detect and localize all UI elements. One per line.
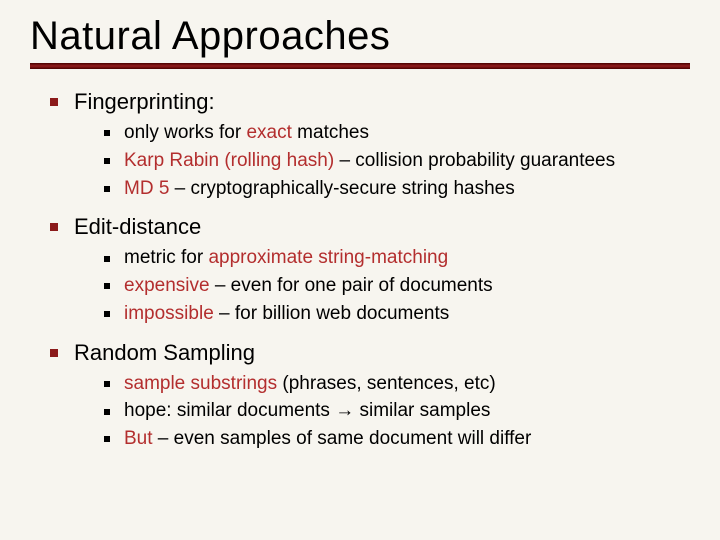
section-heading-text: Random Sampling bbox=[74, 340, 255, 366]
section-heading: Random Sampling bbox=[50, 340, 690, 366]
list-item-text: sample substrings (phrases, sentences, e… bbox=[124, 372, 496, 396]
slide: Natural Approaches Fingerprinting: only … bbox=[0, 0, 720, 540]
section-items: sample substrings (phrases, sentences, e… bbox=[50, 372, 690, 451]
list-item: expensive – even for one pair of documen… bbox=[104, 274, 690, 298]
list-item-text: metric for approximate string-matching bbox=[124, 246, 448, 270]
section-items: metric for approximate string-matching e… bbox=[50, 246, 690, 325]
list-item-text: Karp Rabin (rolling hash) – collision pr… bbox=[124, 149, 615, 173]
list-item-text: But – even samples of same document will… bbox=[124, 427, 531, 451]
square-bullet-icon bbox=[104, 158, 110, 164]
square-bullet-icon bbox=[104, 311, 110, 317]
list-item: sample substrings (phrases, sentences, e… bbox=[104, 372, 690, 396]
square-bullet-icon bbox=[50, 98, 58, 106]
list-item: hope: similar documents → similar sample… bbox=[104, 399, 690, 423]
slide-content: Fingerprinting: only works for exact mat… bbox=[30, 89, 690, 451]
list-item: impossible – for billion web documents bbox=[104, 302, 690, 326]
list-item: metric for approximate string-matching bbox=[104, 246, 690, 270]
square-bullet-icon bbox=[104, 381, 110, 387]
title-rule bbox=[30, 63, 690, 69]
square-bullet-icon bbox=[104, 256, 110, 262]
square-bullet-icon bbox=[50, 223, 58, 231]
square-bullet-icon bbox=[104, 283, 110, 289]
section-heading: Edit-distance bbox=[50, 214, 690, 240]
section-items: only works for exact matches Karp Rabin … bbox=[50, 121, 690, 200]
square-bullet-icon bbox=[104, 130, 110, 136]
list-item-text: only works for exact matches bbox=[124, 121, 369, 145]
list-item-text: expensive – even for one pair of documen… bbox=[124, 274, 493, 298]
list-item-text: MD 5 – cryptographically-secure string h… bbox=[124, 177, 515, 201]
square-bullet-icon bbox=[104, 436, 110, 442]
square-bullet-icon bbox=[104, 186, 110, 192]
list-item: only works for exact matches bbox=[104, 121, 690, 145]
list-item-text: impossible – for billion web documents bbox=[124, 302, 449, 326]
section-heading-text: Edit-distance bbox=[74, 214, 201, 240]
list-item-text: hope: similar documents → similar sample… bbox=[124, 399, 490, 423]
slide-title: Natural Approaches bbox=[30, 14, 690, 59]
section-heading: Fingerprinting: bbox=[50, 89, 690, 115]
square-bullet-icon bbox=[104, 409, 110, 415]
section-heading-text: Fingerprinting: bbox=[74, 89, 215, 115]
list-item: Karp Rabin (rolling hash) – collision pr… bbox=[104, 149, 690, 173]
square-bullet-icon bbox=[50, 349, 58, 357]
list-item: But – even samples of same document will… bbox=[104, 427, 690, 451]
list-item: MD 5 – cryptographically-secure string h… bbox=[104, 177, 690, 201]
